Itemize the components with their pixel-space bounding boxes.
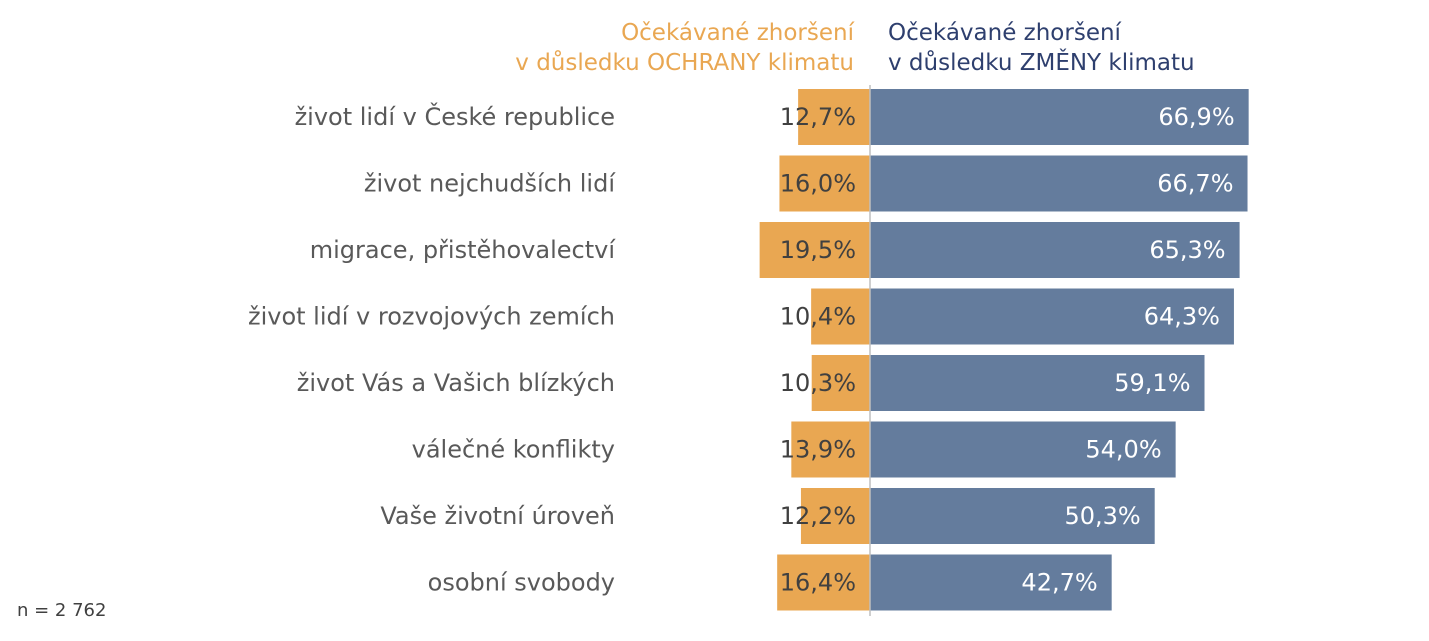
bar-change: [870, 421, 1176, 478]
data-label-protection: 13,9%: [780, 436, 856, 464]
bar-change: [870, 488, 1155, 544]
category-label: život lidí v rozvojových zemích: [248, 303, 615, 331]
data-label-change: 54,0%: [1085, 436, 1161, 464]
data-label-change: 50,3%: [1064, 502, 1140, 530]
data-label-change: 64,3%: [1144, 303, 1220, 331]
data-label-protection: 12,2%: [780, 502, 856, 530]
data-label-protection: 16,4%: [780, 569, 856, 597]
data-label-change: 59,1%: [1114, 369, 1190, 397]
data-label-protection: 10,3%: [780, 369, 856, 397]
bar-protection: [811, 355, 870, 411]
category-label: migrace, přistěhovalectví: [310, 236, 617, 264]
category-label: osobní svobody: [428, 569, 615, 597]
bar-change: [870, 355, 1205, 411]
bar-protection: [800, 488, 870, 544]
bar-change: [870, 155, 1248, 212]
data-label-protection: 12,7%: [780, 103, 856, 131]
legend-left-header: Očekávané zhoršení v důsledku OCHRANY kl…: [515, 18, 854, 78]
bar-protection: [791, 421, 870, 478]
data-label-protection: 19,5%: [780, 236, 856, 264]
bar-protection: [779, 155, 870, 212]
category-label: život lidí v České republice: [295, 101, 615, 131]
bar-change: [870, 89, 1249, 145]
data-label-change: 66,9%: [1158, 103, 1234, 131]
category-label: Vaše životní úroveň: [380, 502, 615, 530]
sample-size-note: n = 2 762: [17, 600, 107, 621]
legend-right-line-2: v důsledku ZMĚNY klimatu: [888, 50, 1195, 76]
data-label-change: 66,7%: [1157, 170, 1233, 198]
bar-protection: [759, 222, 870, 278]
bar-protection: [811, 288, 870, 345]
data-label-change: 65,3%: [1149, 236, 1225, 264]
bar-change: [870, 222, 1240, 278]
category-label: život nejchudších lidí: [364, 170, 616, 198]
category-label: válečné konflikty: [412, 436, 615, 464]
bar-change: [870, 554, 1112, 611]
data-label-protection: 16,0%: [780, 170, 856, 198]
data-label-change: 42,7%: [1021, 569, 1097, 597]
legend-right-header: Očekávané zhoršení v důsledku ZMĚNY klim…: [888, 18, 1195, 78]
bar-protection: [798, 89, 870, 145]
bar-protection: [777, 554, 870, 611]
legend-left-line-2: v důsledku OCHRANY klimatu: [515, 50, 854, 76]
category-label: život Vás a Vašich blízkých: [297, 369, 615, 397]
legend-left-line-1: Očekávané zhoršení: [621, 20, 854, 46]
legend-right-line-1: Očekávané zhoršení: [888, 20, 1121, 46]
bar-change: [870, 288, 1234, 345]
data-label-protection: 10,4%: [780, 303, 856, 331]
